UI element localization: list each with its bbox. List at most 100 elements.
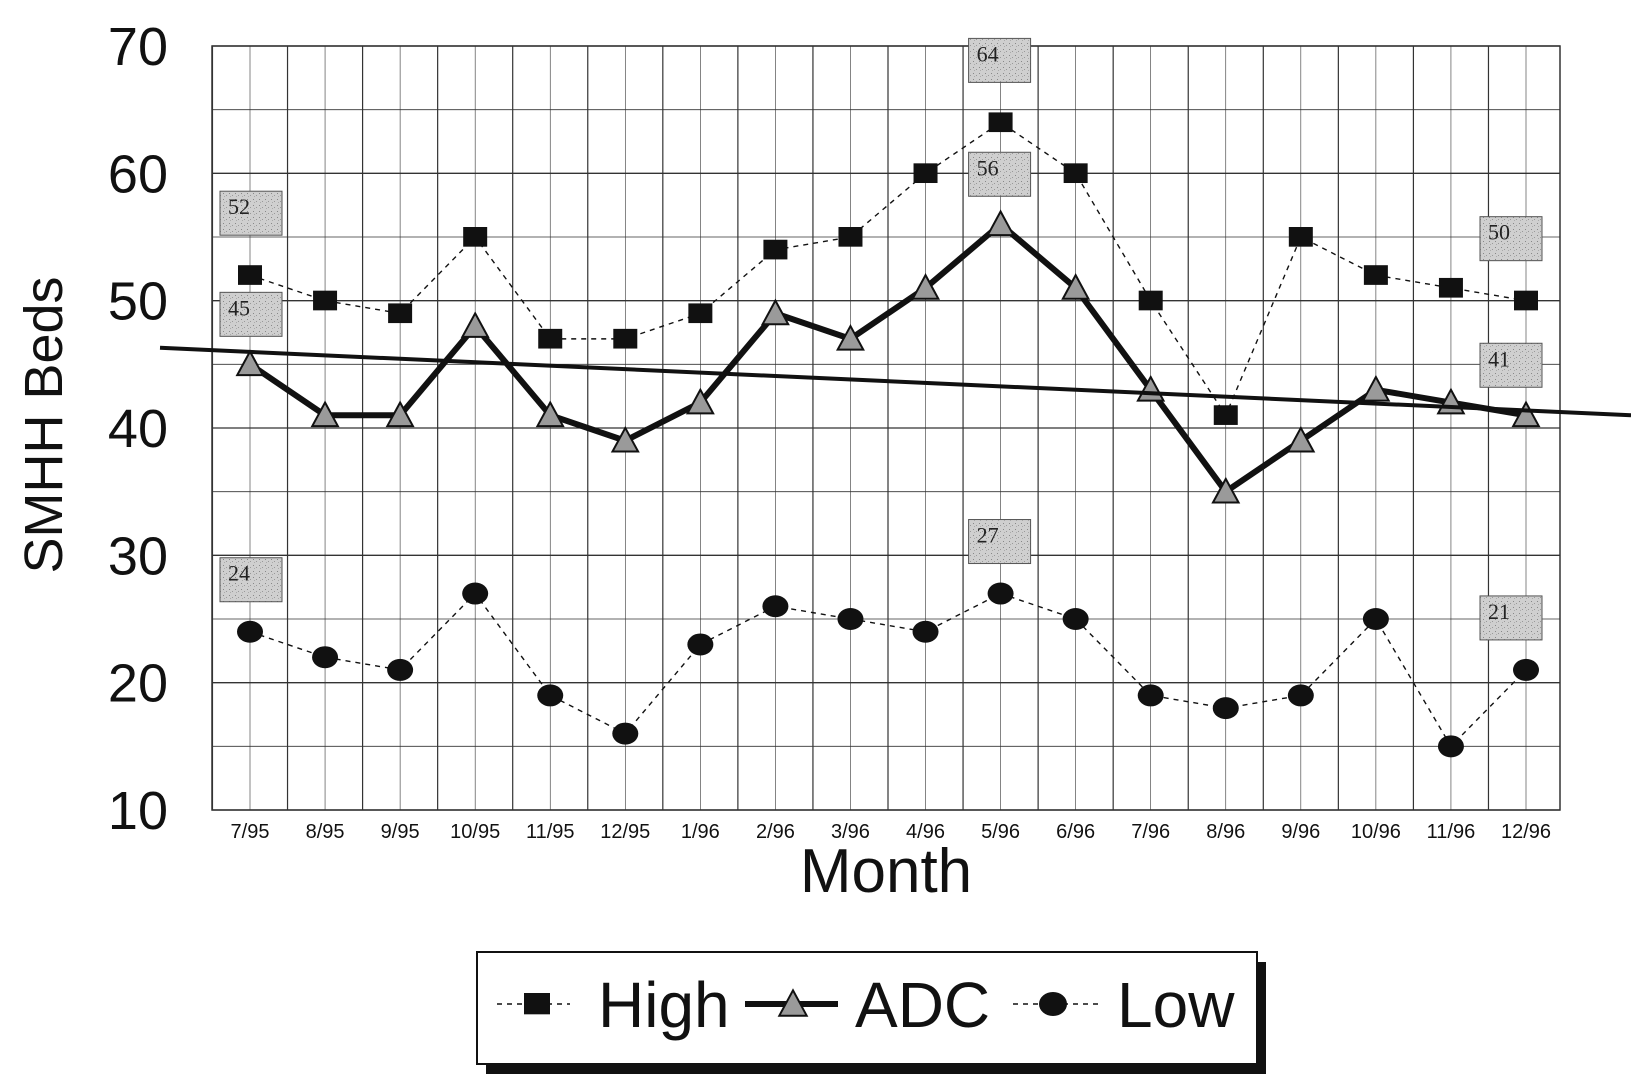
series-adc bbox=[235, 209, 1541, 504]
callout-label: 21 bbox=[1479, 595, 1543, 641]
x-tick-label: 9/95 bbox=[381, 821, 420, 843]
callout-text: 50 bbox=[1488, 220, 1510, 245]
legend: High ADC Low bbox=[476, 951, 1266, 1074]
trendline-line bbox=[159, 345, 1631, 418]
point-low bbox=[687, 633, 714, 656]
callout-label: 56 bbox=[968, 151, 1032, 197]
point-adc bbox=[1511, 400, 1541, 428]
series-high bbox=[238, 112, 1538, 425]
point-adc bbox=[986, 209, 1016, 237]
callout-box bbox=[1479, 216, 1543, 262]
point-high bbox=[1514, 290, 1538, 311]
callout-label: 52 bbox=[219, 190, 283, 236]
point-low bbox=[1137, 684, 1164, 707]
callout-text: 27 bbox=[977, 523, 999, 548]
point-low bbox=[462, 582, 489, 605]
x-tick-label: 12/95 bbox=[600, 821, 650, 843]
point-low bbox=[1287, 684, 1314, 707]
callout-text: 24 bbox=[228, 561, 250, 586]
data-callouts: 52 45 24 64 56 27 50 41 21 bbox=[219, 37, 1543, 641]
legend-item-adc: ADC bbox=[745, 969, 990, 1041]
callout-label: 27 bbox=[968, 519, 1032, 565]
point-high bbox=[1063, 163, 1088, 184]
point-high bbox=[1438, 277, 1463, 298]
callout-text: 21 bbox=[1488, 599, 1510, 624]
point-low bbox=[987, 582, 1014, 605]
point-high bbox=[613, 328, 638, 349]
callout-text: 56 bbox=[977, 155, 999, 180]
point-low bbox=[312, 646, 339, 669]
point-adc bbox=[460, 311, 490, 338]
point-high bbox=[763, 239, 788, 260]
y-tick-label: 10 bbox=[108, 781, 168, 841]
point-high bbox=[313, 290, 338, 311]
callout-box bbox=[968, 519, 1032, 565]
legend-label: ADC bbox=[855, 969, 990, 1041]
point-high bbox=[1288, 227, 1313, 247]
callout-label: 64 bbox=[968, 37, 1032, 83]
x-tick-label: 11/96 bbox=[1427, 821, 1476, 843]
x-tick-label: 5/96 bbox=[981, 821, 1020, 843]
point-adc bbox=[835, 323, 865, 351]
callout-box bbox=[219, 291, 283, 337]
point-adc bbox=[535, 400, 565, 428]
point-adc bbox=[1361, 374, 1391, 402]
callout-label: 24 bbox=[219, 557, 283, 603]
x-tick-label: 7/96 bbox=[1131, 821, 1170, 843]
legend-item-low: Low bbox=[1013, 969, 1235, 1041]
point-low bbox=[1362, 608, 1389, 630]
legend-marker bbox=[524, 993, 550, 1015]
point-high bbox=[1363, 265, 1388, 285]
series-low bbox=[237, 582, 1539, 758]
point-low bbox=[1437, 735, 1464, 758]
point-low bbox=[387, 658, 414, 681]
point-high bbox=[463, 227, 488, 247]
legend-items: High ADC Low bbox=[497, 969, 1235, 1041]
legend-label: Low bbox=[1117, 969, 1235, 1041]
point-adc bbox=[610, 425, 640, 453]
callout-box bbox=[1479, 595, 1543, 641]
point-high bbox=[238, 265, 262, 285]
callout-text: 64 bbox=[977, 41, 999, 66]
x-tick-label: 1/96 bbox=[681, 821, 720, 843]
series-line-low bbox=[249, 592, 1527, 748]
x-tick-label: 10/95 bbox=[450, 821, 500, 843]
x-tick-label: 4/96 bbox=[906, 821, 945, 843]
point-adc bbox=[1211, 476, 1241, 504]
x-tick-label: 8/95 bbox=[306, 821, 345, 843]
callout-label: 45 bbox=[219, 291, 283, 337]
y-tick-label: 60 bbox=[108, 144, 168, 204]
point-high bbox=[538, 328, 563, 349]
point-high bbox=[913, 163, 938, 184]
y-tick-label: 20 bbox=[108, 654, 168, 714]
series-line-high bbox=[249, 121, 1527, 416]
point-adc bbox=[235, 349, 265, 377]
y-tick-label: 30 bbox=[108, 526, 168, 586]
callout-label: 41 bbox=[1479, 342, 1543, 388]
point-high bbox=[838, 227, 863, 247]
legend-marker bbox=[1039, 992, 1067, 1016]
callout-text: 52 bbox=[228, 194, 250, 219]
series-line-adc bbox=[248, 221, 1527, 495]
point-low bbox=[1513, 658, 1539, 681]
point-adc bbox=[310, 400, 340, 428]
point-high bbox=[1138, 290, 1163, 311]
callout-text: 41 bbox=[1488, 346, 1510, 371]
callout-text: 45 bbox=[228, 295, 250, 320]
x-tick-label: 6/96 bbox=[1056, 821, 1095, 843]
point-low bbox=[1212, 697, 1239, 720]
legend-box bbox=[476, 951, 1258, 1065]
x-tick-label: 7/95 bbox=[231, 821, 270, 843]
x-tick-label: 10/96 bbox=[1351, 821, 1401, 843]
grid bbox=[211, 45, 1561, 811]
x-tick-label: 9/96 bbox=[1281, 821, 1320, 843]
point-adc bbox=[1286, 425, 1316, 453]
x-tick-label: 12/96 bbox=[1501, 821, 1551, 843]
callout-box bbox=[219, 557, 283, 603]
legend-marker bbox=[777, 988, 809, 1017]
callout-box bbox=[219, 190, 283, 236]
legend-label: High bbox=[598, 969, 730, 1041]
point-high bbox=[988, 112, 1013, 133]
series bbox=[235, 112, 1541, 758]
